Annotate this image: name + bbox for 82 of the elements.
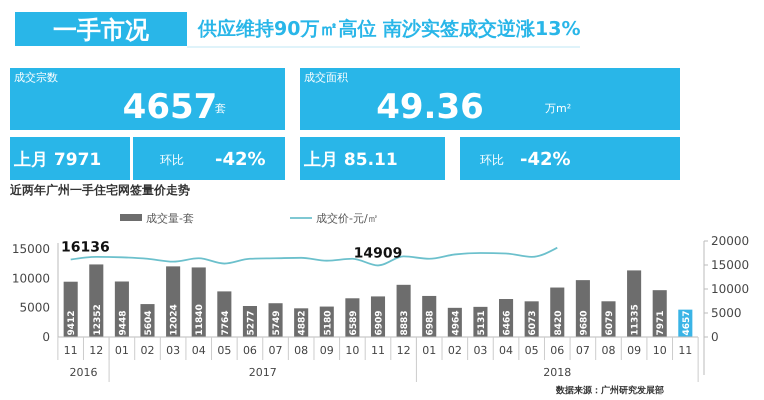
data-label: 5131 bbox=[476, 310, 487, 336]
x-tick-label: 11 bbox=[371, 344, 385, 357]
y-tick-label: 10000 bbox=[12, 271, 50, 286]
text: 成交面积 bbox=[304, 71, 348, 84]
y2-tick-label: 15000 bbox=[711, 258, 750, 272]
y-tick-label: 0 bbox=[42, 330, 50, 344]
data-label: 7971 bbox=[656, 310, 666, 336]
text: 2016 bbox=[69, 366, 98, 379]
x-tick-label: 02 bbox=[140, 344, 155, 357]
data-label: 5749 bbox=[272, 310, 282, 336]
x-tick-label: 11 bbox=[678, 344, 692, 357]
x-tick-label: 04 bbox=[499, 344, 514, 357]
y-tick-label: 5000 bbox=[19, 300, 50, 315]
text: 上月 7971 bbox=[13, 150, 102, 170]
data-label: 12024 bbox=[170, 304, 180, 336]
y2-tick-label: 5000 bbox=[711, 306, 742, 320]
x-tick-label: 09 bbox=[320, 344, 334, 357]
data-label: 9448 bbox=[118, 310, 128, 336]
x-tick-label: 03 bbox=[166, 344, 180, 357]
text: 供应维持90万㎡高位 南沙实签成交逆涨13% bbox=[197, 18, 581, 40]
data-label: 5604 bbox=[144, 310, 154, 336]
x-tick-label: 11 bbox=[64, 344, 78, 357]
data-label: 6988 bbox=[426, 310, 436, 336]
data-label: 7764 bbox=[220, 310, 231, 336]
x-tick-label: 01 bbox=[114, 344, 129, 357]
x-tick-label: 04 bbox=[192, 344, 206, 357]
x-tick-label: 07 bbox=[576, 344, 590, 357]
text: -42% bbox=[520, 149, 571, 170]
text: 万m² bbox=[545, 102, 572, 115]
y-tick-label: 15000 bbox=[12, 242, 50, 256]
legend-label: 成交量-套 bbox=[146, 212, 194, 225]
text: 成交宗数 bbox=[14, 71, 58, 84]
data-label: 9680 bbox=[579, 310, 590, 336]
x-tick-label: 06 bbox=[242, 344, 257, 357]
x-tick-label: 01 bbox=[422, 344, 436, 357]
text: 套 bbox=[215, 102, 226, 115]
text: 上月 85.11 bbox=[303, 150, 398, 170]
text: 一手市况 bbox=[53, 16, 150, 44]
x-tick-label: 07 bbox=[268, 344, 283, 357]
x-tick-label: 09 bbox=[627, 344, 642, 357]
data-label: 5180 bbox=[323, 310, 334, 336]
data-label: 6079 bbox=[604, 310, 615, 336]
text: -42% bbox=[215, 149, 266, 170]
y2-tick-label: 20000 bbox=[711, 234, 750, 248]
data-label: 4657 bbox=[682, 310, 692, 336]
legend-label: 成交价-元/㎡ bbox=[316, 212, 379, 225]
y2-tick-label: 0 bbox=[711, 330, 719, 344]
data-label: 6909 bbox=[374, 310, 384, 336]
data-label: 6589 bbox=[348, 310, 359, 336]
x-tick-label: 05 bbox=[524, 344, 539, 357]
data-label: 11335 bbox=[630, 304, 641, 336]
data-label: 4882 bbox=[298, 310, 308, 336]
data-label: 6466 bbox=[502, 310, 513, 336]
data-label: 11840 bbox=[195, 304, 206, 336]
text: 49.36 bbox=[376, 87, 484, 127]
data-label: 14909 bbox=[354, 245, 402, 262]
x-tick-label: 03 bbox=[473, 344, 488, 357]
text: 环比 bbox=[160, 153, 184, 167]
data-label: 4964 bbox=[451, 310, 462, 336]
source-note: 数据来源：广州研究发展部 bbox=[555, 385, 664, 396]
text: 环比 bbox=[480, 153, 504, 167]
data-label: 9412 bbox=[67, 310, 78, 336]
data-label: 12352 bbox=[92, 304, 103, 336]
data-label: 8883 bbox=[400, 310, 410, 336]
x-tick-label: 10 bbox=[652, 344, 667, 357]
text: 2018 bbox=[543, 366, 572, 379]
data-label: 5277 bbox=[246, 310, 256, 336]
data-label: 6073 bbox=[528, 310, 538, 336]
x-tick-label: 08 bbox=[294, 344, 308, 357]
y2-tick-label: 10000 bbox=[711, 282, 750, 296]
x-tick-label: 12 bbox=[396, 344, 411, 357]
text: 2017 bbox=[248, 366, 277, 379]
data-label: 8420 bbox=[554, 310, 564, 336]
bar bbox=[89, 264, 104, 337]
x-tick-label: 05 bbox=[217, 344, 232, 357]
x-tick-label: 12 bbox=[89, 344, 104, 357]
data-label: 16136 bbox=[61, 240, 110, 256]
x-tick-label: 02 bbox=[448, 344, 462, 357]
x-tick-label: 06 bbox=[550, 344, 564, 357]
chart-title: 近两年广州一手住宅网签量价走势 bbox=[9, 183, 190, 197]
x-tick-label: 10 bbox=[345, 344, 360, 357]
x-tick-label: 08 bbox=[601, 344, 616, 357]
